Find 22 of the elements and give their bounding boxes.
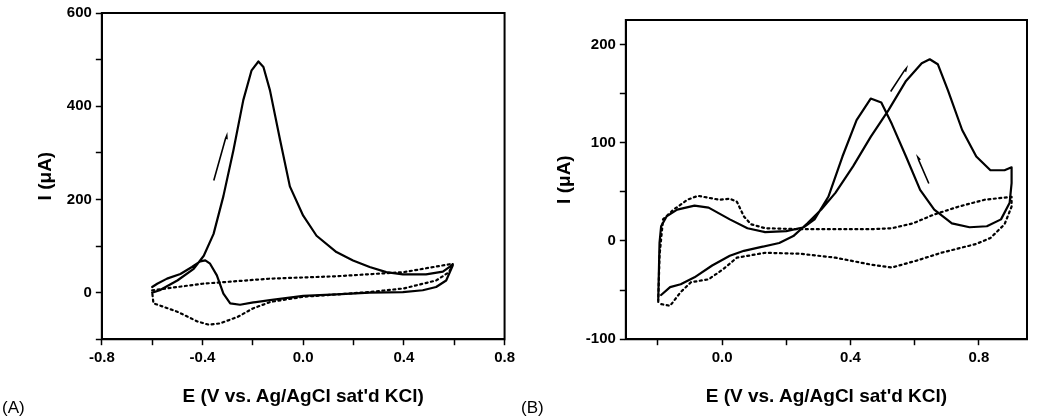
y-tick-label: 0: [83, 282, 92, 300]
y-axis-title: I (μA): [33, 151, 55, 201]
x-tick-label: -0.4: [189, 348, 217, 366]
x-tick-label: 0.0: [711, 348, 733, 366]
y-tick-label: -100: [585, 329, 616, 347]
x-tick-label: 0.0: [292, 348, 314, 366]
x-tick-label: 0.8: [494, 348, 515, 366]
y-tick-label: 100: [590, 132, 616, 150]
y-tick-label: 200: [66, 189, 92, 207]
x-tick-label: 0.4: [840, 348, 862, 366]
x-axis-title: E (V vs. Ag/AgCl sat'd KCl): [705, 384, 948, 406]
x-tick-label: 0.8: [968, 348, 990, 366]
y-axis-title: I (μA): [552, 155, 574, 204]
x-axis-title: E (V vs. Ag/AgCl sat'd KCl): [182, 384, 424, 406]
x-tick-label: 0.4: [393, 348, 415, 366]
y-tick-label: 0: [607, 231, 616, 249]
y-tick-label: 600: [66, 3, 92, 21]
y-tick-label: 200: [590, 34, 616, 52]
text: (B): [521, 398, 544, 418]
y-tick-label: 400: [66, 96, 92, 114]
x-tick-label: -0.8: [88, 348, 115, 366]
text: (A): [2, 398, 25, 418]
